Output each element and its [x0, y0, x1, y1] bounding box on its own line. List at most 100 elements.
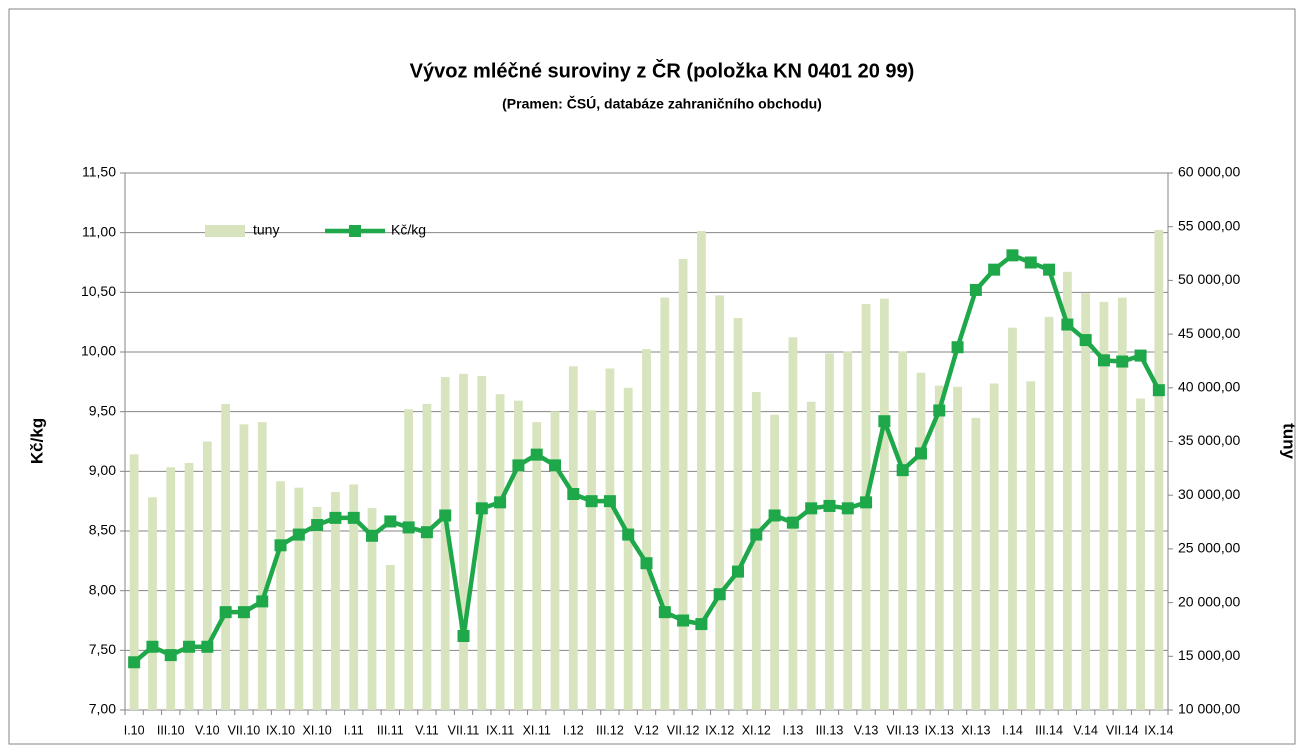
y2-tick-label: 25 000,00: [1178, 540, 1240, 556]
bar: [1099, 301, 1109, 710]
bar: [514, 400, 523, 710]
x-tick-label: VII.13: [886, 723, 919, 737]
y-tick-label: 8,00: [89, 581, 116, 597]
bar: [1062, 271, 1072, 710]
chart-title: Vývoz mléčné suroviny z ČR (položka KN 0…: [410, 58, 915, 82]
marker: [750, 528, 763, 541]
bar: [568, 366, 578, 710]
marker: [1043, 263, 1056, 276]
bar: [276, 481, 285, 710]
y2-axis-label: tuny: [1280, 423, 1299, 459]
marker: [567, 488, 580, 501]
x-tick-label: IX.14: [1144, 723, 1173, 737]
marker: [347, 511, 360, 524]
marker: [896, 464, 909, 477]
bar: [1081, 293, 1091, 710]
marker: [658, 606, 671, 619]
x-tick-label: XI.13: [961, 723, 990, 737]
y-tick-label: 9,50: [89, 402, 116, 418]
y-tick-label: 10,00: [81, 343, 116, 359]
marker: [549, 459, 562, 472]
marker: [420, 526, 433, 539]
marker: [1116, 355, 1129, 368]
bar: [879, 298, 889, 710]
bar: [697, 230, 706, 710]
marker: [1024, 256, 1037, 269]
y2-tick-label: 60 000,00: [1178, 164, 1240, 180]
x-tick-label: III.13: [816, 723, 844, 737]
bar: [422, 403, 432, 710]
marker: [951, 341, 964, 354]
bar: [385, 565, 395, 710]
marker: [1061, 318, 1074, 331]
y2-tick-label: 45 000,00: [1178, 325, 1240, 341]
x-tick-label: III.14: [1035, 723, 1063, 737]
bar: [1154, 229, 1164, 710]
y2-tick-label: 50 000,00: [1178, 271, 1240, 287]
marker: [823, 499, 836, 512]
marker: [1134, 349, 1147, 362]
marker: [677, 614, 690, 627]
marker: [914, 447, 927, 460]
y-tick-label: 11,50: [82, 164, 116, 180]
bar: [733, 317, 743, 710]
x-tick-label: I.14: [1002, 723, 1023, 737]
bar: [971, 417, 981, 710]
marker: [128, 656, 141, 669]
y-tick-label: 9,00: [89, 462, 116, 478]
legend-label: tuny: [253, 222, 279, 238]
x-tick-label: V.10: [195, 723, 220, 737]
bar: [806, 401, 816, 710]
y2-tick-label: 15 000,00: [1178, 647, 1240, 663]
bar: [770, 414, 779, 710]
marker: [1097, 354, 1110, 367]
marker: [603, 495, 616, 508]
legend-swatch: [349, 225, 361, 237]
x-tick-label: V.13: [854, 723, 879, 737]
marker: [329, 511, 342, 524]
x-tick-label: I.13: [782, 723, 803, 737]
marker: [622, 528, 635, 541]
marker: [1079, 334, 1092, 347]
x-tick-label: I.10: [124, 723, 145, 737]
bar: [367, 508, 377, 710]
x-tick-label: VII.12: [667, 723, 700, 737]
bar: [989, 383, 999, 710]
y2-tick-label: 10 000,00: [1178, 701, 1240, 717]
marker: [164, 649, 177, 662]
bar: [148, 497, 157, 710]
bar: [459, 373, 468, 710]
bar: [1136, 398, 1145, 710]
marker: [494, 496, 507, 509]
marker: [402, 521, 415, 534]
bar: [1026, 381, 1036, 710]
marker: [768, 509, 781, 522]
y-tick-label: 8,50: [89, 522, 116, 538]
bar: [129, 454, 139, 710]
marker: [786, 516, 799, 529]
x-tick-label: I.11: [344, 723, 364, 737]
marker: [292, 528, 305, 541]
y-tick-label: 10,50: [81, 283, 116, 299]
marker: [366, 529, 379, 542]
marker: [731, 565, 744, 578]
marker: [713, 588, 726, 601]
marker: [512, 459, 525, 472]
x-tick-label: VII.11: [448, 723, 480, 737]
x-tick-label: XI.12: [742, 723, 771, 737]
bar: [1117, 297, 1127, 710]
y2-tick-label: 20 000,00: [1178, 593, 1240, 609]
marker: [969, 283, 982, 296]
y-tick-label: 11,00: [82, 223, 116, 239]
y2-tick-label: 55 000,00: [1178, 217, 1240, 233]
y-tick-label: 7,50: [89, 641, 116, 657]
bar: [312, 507, 322, 710]
bar: [184, 462, 194, 710]
marker: [219, 606, 232, 619]
marker: [530, 448, 543, 461]
legend-label: Kč/kg: [391, 222, 426, 238]
bar: [715, 295, 725, 710]
bar: [642, 349, 651, 710]
bar: [605, 368, 615, 710]
